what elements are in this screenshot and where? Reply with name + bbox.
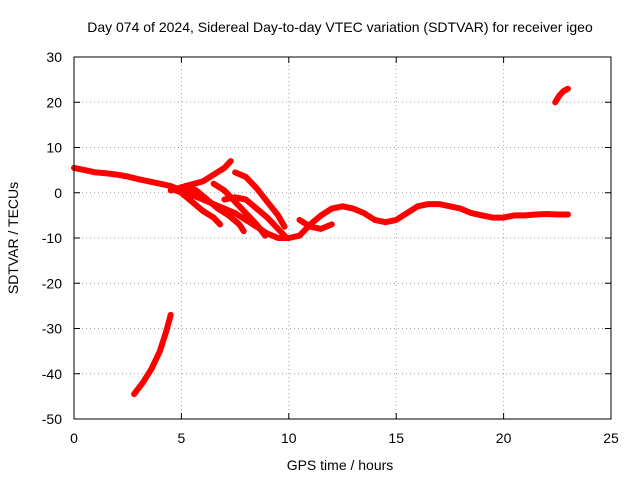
x-tick-label: 5 <box>178 430 186 446</box>
y-tick-label: -40 <box>42 366 62 382</box>
series-arc-7 <box>232 169 288 230</box>
series-arc-4 <box>167 158 234 194</box>
series-arc-2 <box>167 185 224 228</box>
y-tick-label: 0 <box>54 185 62 201</box>
x-tick-label: 25 <box>603 430 619 446</box>
series-main-arc <box>71 164 571 241</box>
chart-title: Day 074 of 2024, Sidereal Day-to-day VTE… <box>87 19 593 35</box>
y-axis-title: SDTVAR / TECUs <box>5 182 21 294</box>
series-arc-5 <box>210 180 269 239</box>
y-tick-label: 10 <box>46 140 62 156</box>
series-high-arc <box>552 85 571 106</box>
y-tick-label: 30 <box>46 49 62 65</box>
y-tick-label: 20 <box>46 94 62 110</box>
tick-labels: 0 5 10 15 20 25 -50 -40 -30 -20 -10 0 10 20 30 <box>42 49 619 446</box>
y-tick-label: -30 <box>42 321 62 337</box>
series-arc-3 <box>182 183 247 235</box>
x-tick-label: 20 <box>496 430 512 446</box>
series-arc-8 <box>296 216 335 232</box>
data-series <box>71 85 571 398</box>
y-tick-label: -10 <box>42 230 62 246</box>
series-low-arc <box>131 311 174 398</box>
x-tick-label: 15 <box>388 430 404 446</box>
x-tick-label: 0 <box>70 430 78 446</box>
y-tick-label: -20 <box>42 275 62 291</box>
x-tick-label: 10 <box>281 430 297 446</box>
series-arc-6 <box>221 194 290 241</box>
y-tick-label: -50 <box>42 411 62 427</box>
ticks <box>73 56 612 420</box>
x-axis-title: GPS time / hours <box>287 457 394 473</box>
